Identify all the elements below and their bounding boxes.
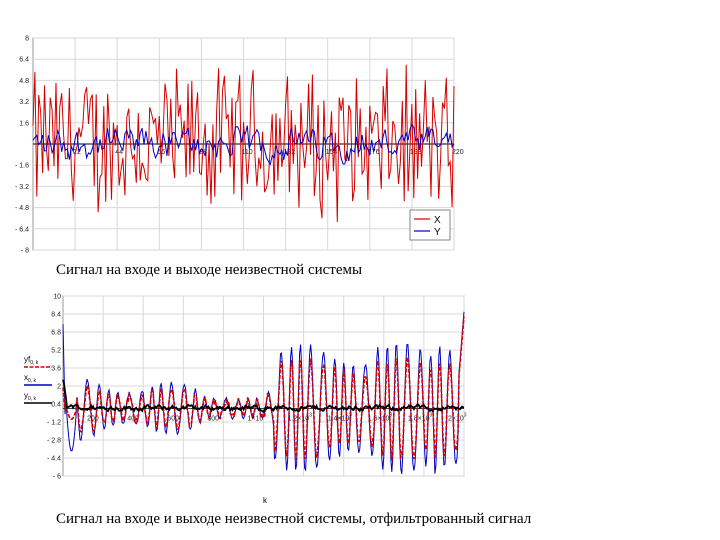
chart1-series-y-line [32,123,455,166]
chart2-x-tick-label: 200 [87,416,99,423]
chart2-y-tick-label: 2 [57,384,61,391]
chart2-x-tick-label: 1.8×103 [408,413,433,423]
chart2-series-y-line [62,379,465,414]
chart1-legend-label: X [434,215,441,226]
chart2-y-tick-label: - 4.4 [47,456,61,463]
chart1-x-tick-label: 22 [73,149,81,156]
chart1-x-tick-label: 198 [410,149,422,156]
chart2-y-tick-label: - 2.8 [47,438,61,445]
chart1-y-tick-label: 1.6 [19,120,29,127]
chart2-x-tick-label: 1.2×103 [288,413,313,423]
chart2-y-tick-label: 3.6 [51,366,61,373]
chart2-legend: yf0, k x0, k y0, k [24,355,52,404]
chart2-plot: 200 400 600 800 1×103 1.2×103 1.4×103 1.6×103 1.… [24,294,467,505]
chart2-x-tick-label: 800 [207,416,219,423]
chart2-y-tick-label: 8.4 [51,312,61,319]
chart1-x-tick-label: 44 [115,149,123,156]
chart1-y-tick-label: 6.4 [19,57,29,64]
chart1-x-tick-label: 110 [242,149,253,156]
chart1-series-x-line [32,64,455,223]
chart1-caption: Сигнал на входе и выходе неизвестной сис… [56,262,363,278]
chart2-legend-label: y0, k [24,391,37,402]
chart2-x-tick-label: 400 [127,416,139,423]
chart1-y-tick-label: 8 [25,36,29,43]
chart2-series-yf-line [62,316,465,461]
chart2-x-tick-label: 2×103 [448,413,467,423]
chart2-caption: Сигнал на входе и выходе неизвестной сис… [56,511,532,527]
chart1-y-tick-label: - 1.6 [15,163,29,170]
chart2-y-tick-label: 6.8 [51,330,61,337]
chart1-x-tick-label: 154 [326,149,338,156]
chart1-x-tick-label: 132 [284,149,296,156]
chart2-x-axis-label: k [263,496,268,505]
chart1-y-tick-label: - 6.4 [15,226,29,233]
chart1-legend-box [409,209,451,241]
chart1-y-tick-label: - 8 [21,248,29,255]
chart1-legend-label: Y [434,227,441,238]
chart2-legend-label: x0, k [24,373,37,384]
chart1-y-tick-label: - 3.2 [15,184,29,191]
chart1-plot: 22 44 66 88 110 132 154 176 198 22086.44.83.21.6-… [15,36,464,255]
chart1-x-tick-label: 176 [368,149,380,156]
chart2-y-tick-label: 0.4 [51,402,61,409]
chart1-y-tick-label: 4.8 [19,78,29,85]
chart2-x-tick-label: 600 [167,416,179,423]
chart2-legend-label: yf0, k [24,355,39,366]
chart2-y-tick-label: - 1.2 [47,420,61,427]
chart2-y-tick-label: - 6 [53,474,61,481]
chart2-y-tick-label: 5.2 [51,348,61,355]
chart1-legend: XY [409,209,451,241]
chart1-y-tick-label: - 4.8 [15,205,29,212]
chart2-y-tick-label: 10 [53,294,61,301]
chart1-x-tick-label: 220 [452,149,464,156]
chart1-y-tick-label: 3.2 [19,99,29,106]
